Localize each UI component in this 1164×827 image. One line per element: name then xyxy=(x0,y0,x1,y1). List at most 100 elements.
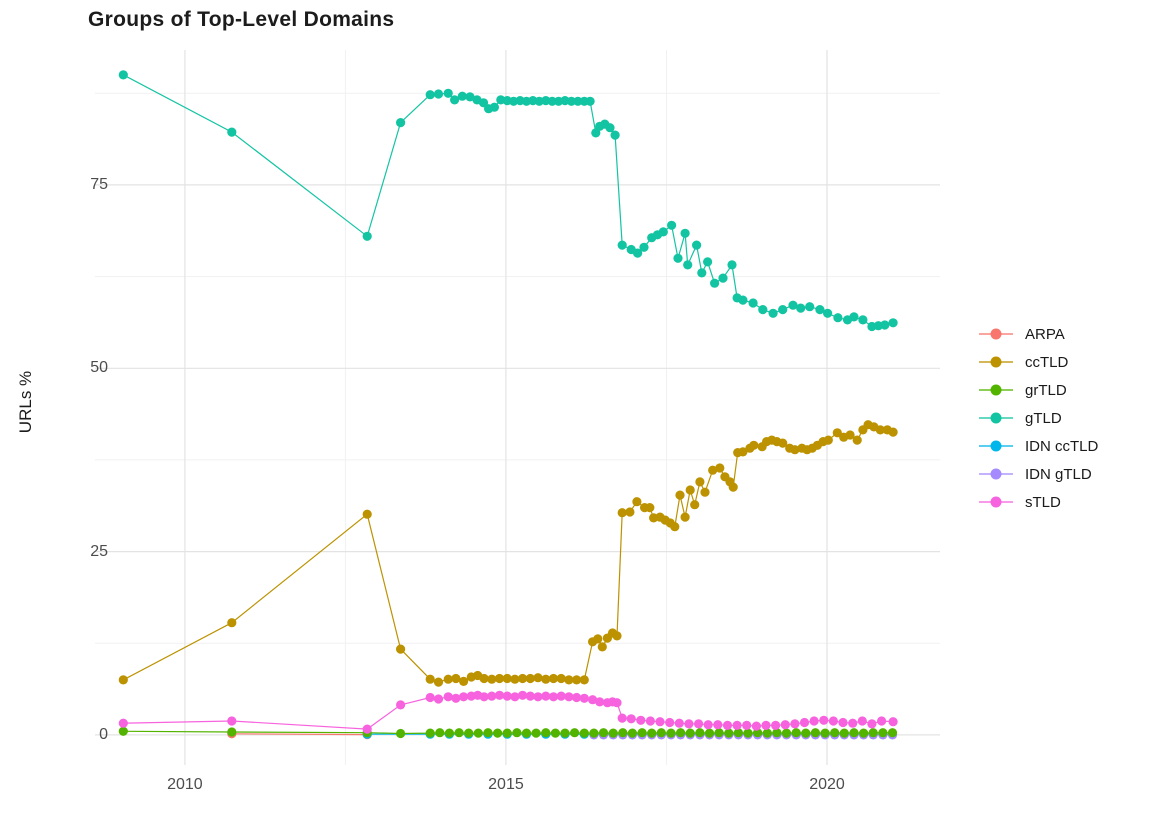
data-point-stld xyxy=(556,691,566,701)
x-tick-label: 2015 xyxy=(488,776,524,793)
data-point-stld xyxy=(838,717,848,728)
data-point-gtld xyxy=(433,89,444,99)
data-point-stld xyxy=(771,720,781,731)
data-point-grtld xyxy=(685,728,695,738)
data-point-gtld xyxy=(692,240,702,250)
legend-key-icon xyxy=(979,328,1013,340)
data-point-cctld xyxy=(680,512,690,522)
data-point-cctld xyxy=(494,673,505,684)
data-point-cctld xyxy=(541,674,551,684)
data-point-stld xyxy=(396,700,406,710)
legend-key-icon xyxy=(979,356,1013,368)
data-point-grtld xyxy=(878,728,888,738)
legend-key-icon xyxy=(979,412,1013,424)
legend-key-dot xyxy=(990,412,1002,424)
series-gtld xyxy=(118,70,898,332)
data-point-cctld xyxy=(593,634,603,644)
data-point-stld xyxy=(703,720,713,730)
y-tick-label: 75 xyxy=(90,175,108,193)
data-point-grtld xyxy=(887,728,898,738)
data-point-stld xyxy=(443,692,453,702)
data-point-stld xyxy=(848,718,858,728)
data-point-grtld xyxy=(695,728,705,738)
data-point-gtld xyxy=(697,268,707,278)
data-point-cctld xyxy=(433,677,444,687)
data-point-cctld xyxy=(556,673,566,684)
data-point-cctld xyxy=(852,435,862,445)
data-point-gtld xyxy=(396,118,406,128)
data-point-stld xyxy=(533,692,543,702)
data-point-stld xyxy=(655,717,665,727)
data-point-gtld xyxy=(788,300,798,310)
chart-title: Groups of Top-Level Domains xyxy=(88,8,395,31)
data-point-cctld xyxy=(700,487,710,497)
data-point-grtld xyxy=(579,728,589,738)
data-point-grtld xyxy=(830,728,840,738)
data-point-cctld xyxy=(875,425,885,435)
data-point-stld xyxy=(819,715,829,725)
data-point-stld xyxy=(742,720,752,731)
data-point-cctld xyxy=(597,642,607,652)
data-point-stld xyxy=(674,718,684,728)
data-point-cctld xyxy=(362,509,372,519)
data-point-stld xyxy=(525,691,535,701)
data-point-gtld xyxy=(796,303,806,313)
data-point-cctld xyxy=(118,675,128,685)
series-grtld xyxy=(118,726,898,739)
data-point-stld xyxy=(857,716,867,726)
data-point-grtld xyxy=(521,728,532,738)
data-point-stld xyxy=(502,691,512,701)
data-point-stld xyxy=(713,720,723,730)
data-point-gtld xyxy=(683,260,693,270)
data-point-grtld xyxy=(772,728,782,738)
data-point-stld xyxy=(564,692,574,702)
data-point-stld xyxy=(518,690,528,700)
data-point-stld xyxy=(694,719,704,729)
legend-item-grtld: grTLD xyxy=(976,376,1098,404)
major-gridlines xyxy=(95,50,940,765)
data-point-gtld xyxy=(768,308,778,318)
data-point-grtld xyxy=(714,728,724,738)
legend-item-label: IDN gTLD xyxy=(1025,465,1092,483)
y-tick-label: 50 xyxy=(90,359,108,377)
data-point-grtld xyxy=(656,728,666,738)
data-point-grtld xyxy=(637,728,647,738)
data-point-gtld xyxy=(738,295,748,305)
legend-item-label: ARPA xyxy=(1025,325,1065,343)
data-point-gtld xyxy=(858,315,868,325)
data-point-grtld xyxy=(676,728,686,738)
data-point-gtld xyxy=(633,248,643,258)
data-point-stld xyxy=(732,720,742,731)
data-point-stld xyxy=(790,719,800,729)
data-point-gtld xyxy=(547,96,557,106)
data-point-grtld xyxy=(531,728,541,738)
legend-item-label: IDN ccTLD xyxy=(1025,437,1099,455)
data-point-gtld xyxy=(443,88,453,98)
data-point-stld xyxy=(118,718,128,728)
data-point-stld xyxy=(459,692,469,702)
data-point-grtld xyxy=(859,728,869,738)
data-point-cctld xyxy=(632,497,642,507)
data-point-grtld xyxy=(493,728,503,738)
data-point-gtld xyxy=(680,228,690,238)
data-point-cctld xyxy=(443,674,453,684)
legend: ARPA ccTLD grTLD gTLD IDN ccTLD IDN gTLD sTLD xyxy=(976,320,1098,516)
data-point-grtld xyxy=(560,728,570,738)
data-point-grtld xyxy=(647,728,657,738)
data-point-cctld xyxy=(459,676,469,687)
legend-item-idn-cctld: IDN ccTLD xyxy=(976,432,1098,460)
data-point-grtld xyxy=(512,728,522,738)
data-point-grtld xyxy=(627,728,638,738)
data-point-grtld xyxy=(743,728,753,738)
data-point-grtld xyxy=(762,728,772,738)
y-tick-label: 0 xyxy=(99,725,108,743)
legend-item-gtld: gTLD xyxy=(976,404,1098,432)
data-point-stld xyxy=(761,720,771,731)
data-point-gtld xyxy=(718,273,728,283)
legend-item-label: ccTLD xyxy=(1025,353,1069,371)
data-point-stld xyxy=(626,714,636,724)
data-point-stld xyxy=(487,691,497,701)
data-point-cctld xyxy=(518,673,528,684)
